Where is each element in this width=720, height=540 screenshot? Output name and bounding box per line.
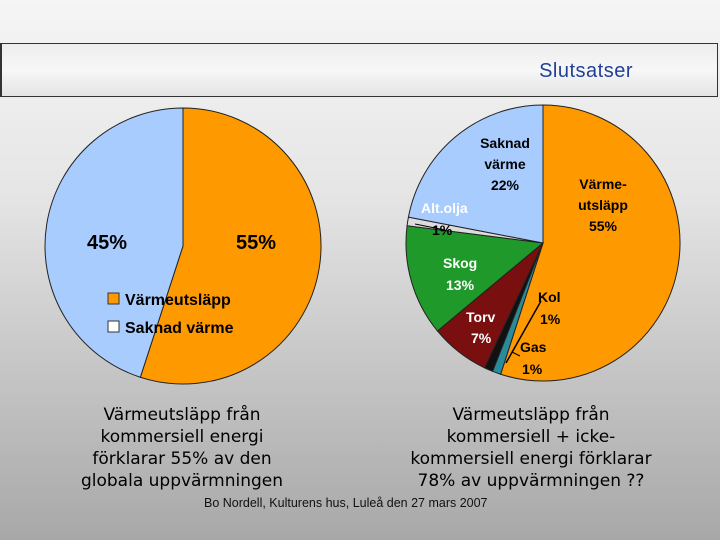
- slice-label-saknad-varme-right: Saknad värme 22%: [480, 135, 530, 193]
- slice-name-kol: Kol: [538, 289, 561, 305]
- slice-label-kol: Kol 1%: [538, 289, 561, 327]
- legend-swatch-saknad-varme: [107, 320, 120, 333]
- title-bar: Slutsatser: [0, 43, 718, 97]
- slice-name-saknad-varme: Saknad: [480, 135, 530, 151]
- right-pie-slice-varme-utslapp: [500, 104, 681, 382]
- left-pie-slice-saknad-varme: [44, 107, 184, 378]
- leader-line-alt-olja: [414, 223, 446, 231]
- legend: Värmeutsläpp Saknad värme: [107, 292, 234, 337]
- caption-left: Värmeutsläpp från kommersiell energi för…: [80, 405, 284, 491]
- slice-label-varmeutslapp: 55%: [236, 232, 276, 254]
- slice-value-torv: 7%: [471, 330, 492, 346]
- leader-line-gas: [511, 351, 521, 357]
- legend-swatch-varmeutslapp: [107, 292, 120, 305]
- slice-value-gas: 1%: [522, 361, 543, 377]
- slice-name-gas: Gas: [520, 339, 547, 355]
- slice-label-alt-olja: Alt.olja 1%: [421, 200, 468, 238]
- slide-title: Slutsatser: [539, 60, 633, 82]
- slice-label-torv: Torv 7%: [466, 309, 496, 346]
- slice-name-torv: Torv: [466, 309, 496, 325]
- slice-value-varmeutslapp: 55%: [589, 218, 618, 234]
- slice-value-skog: 13%: [446, 277, 475, 293]
- slice-label-skog: Skog 13%: [443, 255, 477, 293]
- right-pie-slice-skog: [405, 225, 545, 332]
- leader-line-kol: [505, 300, 542, 364]
- slice-name-alt-olja: Alt.olja: [421, 200, 468, 216]
- footer-text: Bo Nordell, Kulturens hus, Luleå den 27 …: [204, 496, 488, 510]
- slice-name-skog: Skog: [443, 255, 477, 271]
- slice-value-kol: 1%: [540, 311, 561, 327]
- legend-label-varmeutslapp: Värmeutsläpp: [125, 292, 231, 309]
- caption-right: Värmeutsläpp från kommersiell + icke- ko…: [410, 405, 652, 491]
- legend-label-saknad-varme: Saknad värme: [125, 320, 234, 337]
- slice-label-varmeutslapp-right: Värme- utsläpp 55%: [578, 176, 628, 234]
- slice-value-saknad-varme: 22%: [491, 177, 520, 193]
- slice-name-saknad-varme-2: värme: [484, 156, 525, 172]
- right-pie-slice-saknad-varme: [407, 104, 544, 244]
- left-pie-slice-varmeutslapp: [139, 107, 322, 385]
- slice-value-alt-olja: 1%: [432, 222, 453, 238]
- slice-name-utslapp: utsläpp: [578, 197, 628, 213]
- slice-label-gas: Gas 1%: [520, 339, 547, 377]
- slice-name-varme: Värme-: [579, 176, 627, 192]
- slice-label-saknad-varme: 45%: [87, 232, 127, 254]
